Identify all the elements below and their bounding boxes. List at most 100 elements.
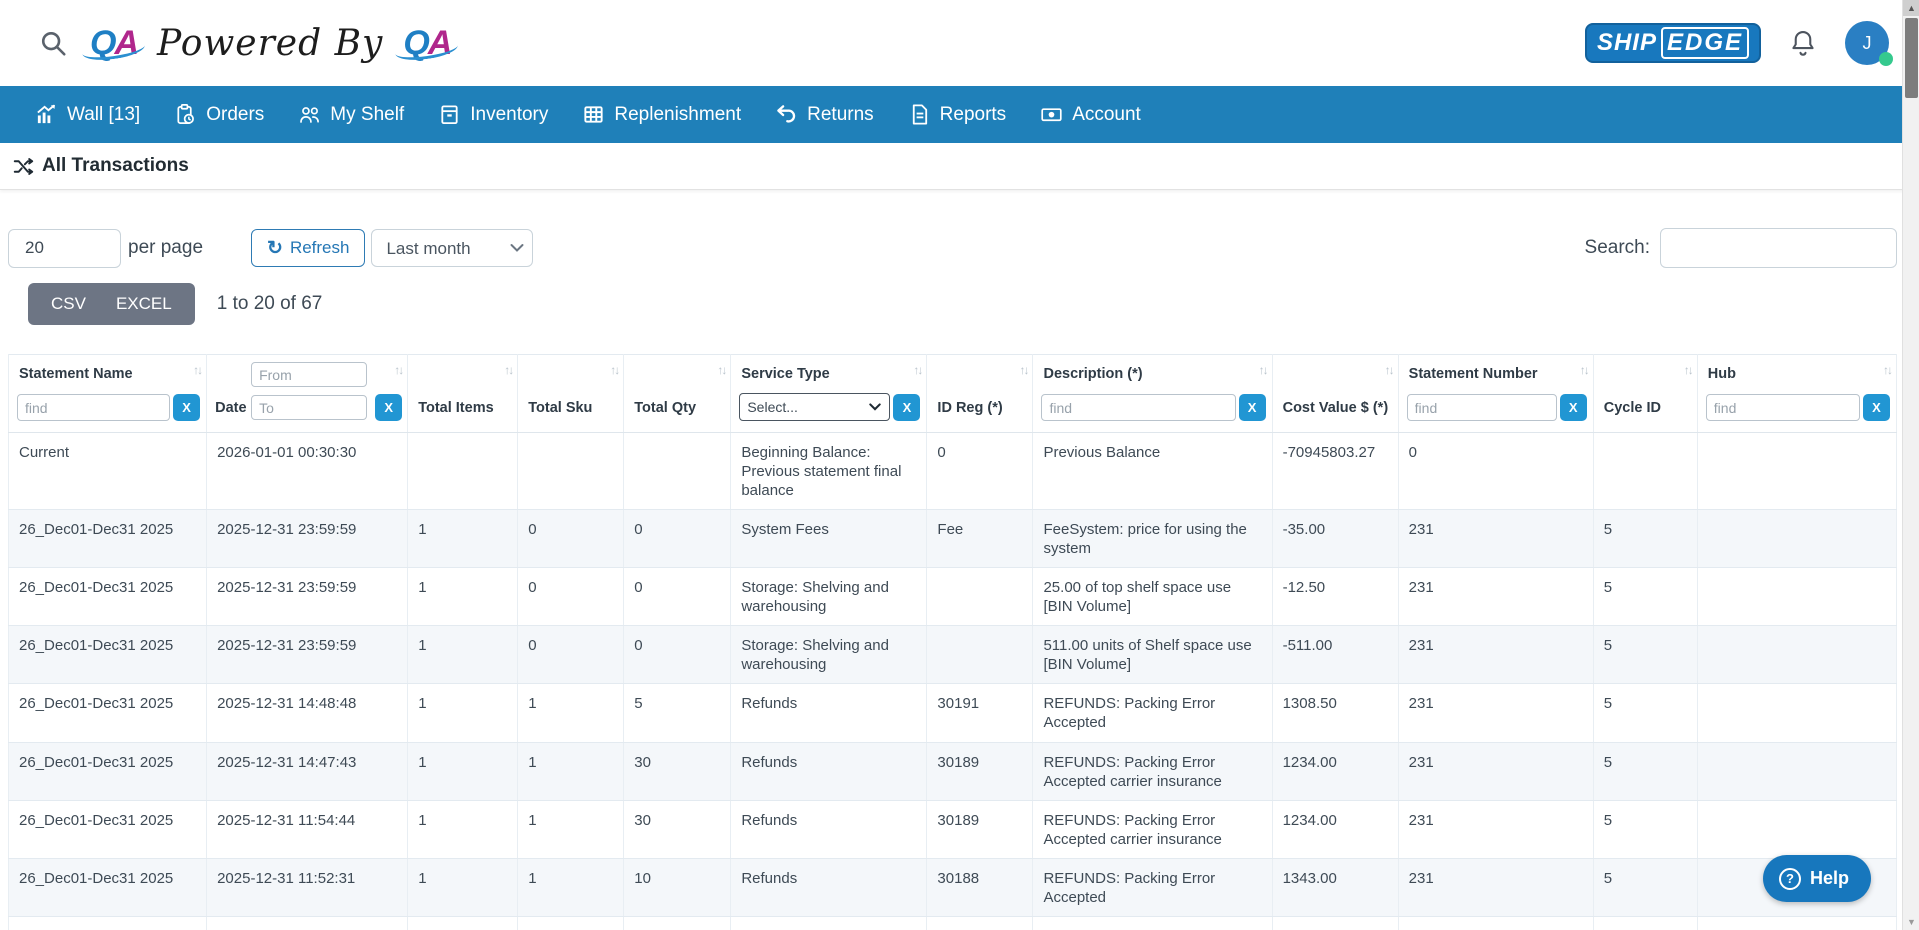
table-cell: 2025-12-31 14:48:48 xyxy=(207,684,408,742)
table-cell: 5 xyxy=(1593,916,1697,930)
table-cell: 2025-12-31 14:47:43 xyxy=(207,742,408,800)
column-header-hub[interactable]: Hub ↑↓ X xyxy=(1697,355,1896,433)
table-cell: 30188 xyxy=(927,858,1033,916)
table-cell: 2025-12-31 11:54:44 xyxy=(207,800,408,858)
clear-filter-button[interactable]: X xyxy=(375,394,402,421)
description-filter-input[interactable] xyxy=(1041,394,1235,421)
main-nav: Wall [13] Orders My Shelf Inventory xyxy=(0,86,1919,143)
sort-icon[interactable]: ↑↓ xyxy=(610,363,618,377)
column-label: ID Reg (*) xyxy=(937,400,1002,416)
sort-icon[interactable]: ↑↓ xyxy=(1580,363,1588,377)
table-cell: REFUNDS: Packing Error Accepted xyxy=(1033,684,1272,742)
statement-number-filter-input[interactable] xyxy=(1407,394,1557,421)
column-header-total-qty[interactable]: ↑↓ Total Qty xyxy=(624,355,731,433)
column-header-cost-value[interactable]: ↑↓ Cost Value $ (*) xyxy=(1272,355,1398,433)
nav-item-replenishment[interactable]: Replenishment xyxy=(582,103,741,126)
shipedge-edge-text: EDGE xyxy=(1661,27,1749,59)
table-cell: 231 xyxy=(1398,626,1593,684)
scroll-up-arrow-icon[interactable]: ▲ xyxy=(1903,0,1919,16)
column-label: Date xyxy=(215,400,246,416)
csv-button[interactable]: CSV xyxy=(36,283,101,325)
pagination-range-text: 1 to 20 of 67 xyxy=(217,293,323,315)
help-button[interactable]: ? Help xyxy=(1763,855,1871,902)
table-cell: 30 xyxy=(624,800,731,858)
sort-icon[interactable]: ↑↓ xyxy=(394,363,402,377)
excel-button[interactable]: EXCEL xyxy=(101,283,187,325)
page: QA Powered By QA SHIP EDGE J Wall [ xyxy=(0,0,1919,930)
sort-icon[interactable]: ↑↓ xyxy=(193,363,201,377)
nav-item-wall[interactable]: Wall [13] xyxy=(35,103,140,126)
table-cell: 1343.00 xyxy=(1272,858,1398,916)
date-from-filter-input[interactable] xyxy=(251,362,367,387)
table-cell: 1 xyxy=(408,858,518,916)
table-cell: Refunds xyxy=(731,858,927,916)
scrollbar-thumb[interactable] xyxy=(1905,18,1918,98)
sort-icon[interactable]: ↑↓ xyxy=(1385,363,1393,377)
nav-item-reports[interactable]: Reports xyxy=(908,103,1007,126)
refresh-button[interactable]: ↻ Refresh xyxy=(251,229,365,267)
shipedge-logo: SHIP EDGE xyxy=(1585,23,1761,63)
column-header-statement-name[interactable]: Statement Name ↑↓ X xyxy=(9,355,207,433)
search-icon[interactable] xyxy=(38,28,68,58)
table-cell: System Fees xyxy=(731,510,927,568)
period-select[interactable]: Last month xyxy=(371,229,533,267)
table-cell: 25.00 of top shelf space use [BIN Volume… xyxy=(1033,568,1272,626)
date-to-filter-input[interactable] xyxy=(251,395,367,420)
service-type-filter-select[interactable]: Select... xyxy=(739,393,890,421)
clear-filter-button[interactable]: X xyxy=(1560,394,1587,421)
column-label: Statement Name xyxy=(19,366,133,382)
clear-filter-button[interactable]: X xyxy=(1863,394,1890,421)
archive-box-icon xyxy=(438,103,461,126)
table-cell: 231 xyxy=(1398,684,1593,742)
table-cell: 231 xyxy=(1398,800,1593,858)
column-header-date[interactable]: ↑↓ Date X xyxy=(207,355,408,433)
search-input[interactable] xyxy=(1660,228,1897,268)
column-header-total-sku[interactable]: ↑↓ Total Sku xyxy=(518,355,624,433)
sort-icon[interactable]: ↑↓ xyxy=(504,363,512,377)
table-cell: 1234.00 xyxy=(1272,800,1398,858)
clear-filter-button[interactable]: X xyxy=(1239,394,1266,421)
sort-icon[interactable]: ↑↓ xyxy=(1883,363,1891,377)
column-header-total-items[interactable]: ↑↓ Total Items xyxy=(408,355,518,433)
nav-item-returns[interactable]: Returns xyxy=(775,103,874,126)
nav-item-account[interactable]: Account xyxy=(1040,103,1141,126)
column-header-cycle-id[interactable]: ↑↓ Cycle ID xyxy=(1593,355,1697,433)
table-cell: Shipping: Carrier & Transportation xyxy=(731,916,927,930)
people-icon xyxy=(298,103,321,126)
notification-bell-icon[interactable] xyxy=(1789,28,1817,58)
sort-icon[interactable]: ↑↓ xyxy=(1684,363,1692,377)
nav-item-my-shelf[interactable]: My Shelf xyxy=(298,103,404,126)
column-header-statement-number[interactable]: Statement Number ↑↓ X xyxy=(1398,355,1593,433)
export-button-group: CSV EXCEL xyxy=(28,283,195,325)
sort-icon[interactable]: ↑↓ xyxy=(717,363,725,377)
hub-filter-input[interactable] xyxy=(1706,394,1860,421)
clear-filter-button[interactable]: X xyxy=(893,394,920,421)
sort-icon[interactable]: ↑↓ xyxy=(1019,363,1027,377)
clipboard-clock-icon xyxy=(174,103,197,126)
table-row: 26_Dec01-Dec31 20252025-12-31 23:59:5910… xyxy=(9,568,1897,626)
column-header-description[interactable]: Description (*) ↑↓ X xyxy=(1033,355,1272,433)
scroll-down-arrow-icon[interactable]: ▼ xyxy=(1903,914,1919,930)
table-cell: -35.00 xyxy=(1272,510,1398,568)
user-avatar[interactable]: J xyxy=(1845,21,1889,65)
table-cell: 1234.00 xyxy=(1272,742,1398,800)
statement-name-filter-input[interactable] xyxy=(17,394,170,421)
grid-icon xyxy=(582,103,605,126)
column-label: Statement Number xyxy=(1409,366,1538,382)
sort-icon[interactable]: ↑↓ xyxy=(913,363,921,377)
clear-filter-button[interactable]: X xyxy=(173,394,200,421)
table-cell: 5 xyxy=(1593,626,1697,684)
sort-icon[interactable]: ↑↓ xyxy=(1259,363,1267,377)
nav-item-inventory[interactable]: Inventory xyxy=(438,103,548,126)
per-page-input[interactable] xyxy=(8,229,121,268)
table-cell xyxy=(1697,800,1896,858)
table-cell: 5 xyxy=(1593,684,1697,742)
nav-label: Inventory xyxy=(470,104,548,126)
column-header-id-reg[interactable]: ↑↓ ID Reg (*) xyxy=(927,355,1033,433)
vertical-scrollbar[interactable]: ▲ ▼ xyxy=(1902,0,1919,930)
nav-item-orders[interactable]: Orders xyxy=(174,103,264,126)
column-header-service-type[interactable]: Service Type ↑↓ Select... X xyxy=(731,355,927,433)
table-cell: Current xyxy=(9,433,207,510)
shipedge-ship-text: SHIP xyxy=(1597,29,1657,57)
table-cell: 0 xyxy=(624,568,731,626)
